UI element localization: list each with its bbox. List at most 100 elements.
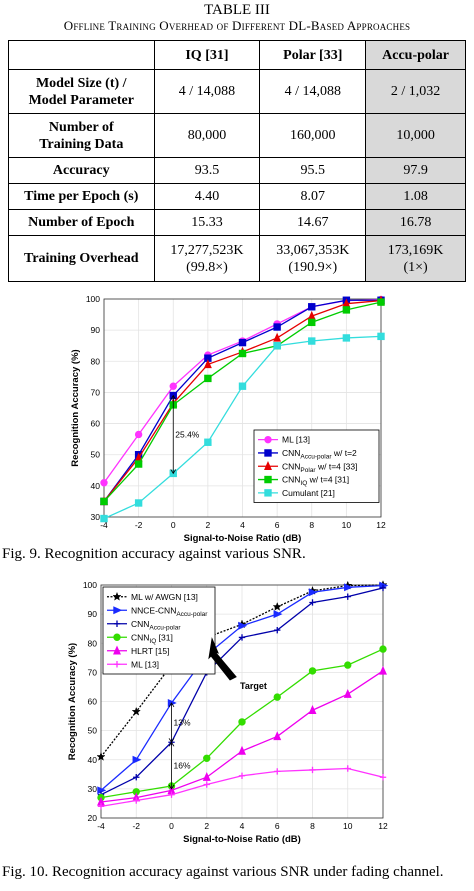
x-tick-label: -2 — [135, 520, 143, 530]
data-point — [202, 771, 211, 781]
x-tick-label: -4 — [100, 520, 108, 530]
series-4 — [100, 298, 385, 506]
row-label-line: Model Parameter — [28, 92, 134, 108]
data-point — [133, 797, 140, 804]
data-point — [96, 751, 106, 761]
legend-swatch-marker — [264, 489, 272, 497]
table-row: Time per Epoch (s) 4.40 8.07 1.08 — [8, 183, 466, 210]
table-cell: 80,000 — [153, 113, 261, 158]
table-cell: 160,000 — [259, 113, 367, 158]
cell-line: (99.8×) — [186, 259, 228, 275]
table-cell: 16.78 — [365, 209, 466, 236]
cell-line: 4 / 14,088 — [178, 84, 236, 99]
cell-line: 1.08 — [403, 189, 428, 204]
data-point — [273, 342, 281, 350]
data-point — [309, 599, 316, 606]
data-point — [342, 306, 351, 314]
y-tick-label: 100 — [83, 580, 97, 590]
annotation-2: 16% — [168, 741, 191, 790]
data-point — [97, 803, 105, 810]
legend-swatch-marker — [264, 461, 272, 470]
x-tick-label: 8 — [310, 821, 315, 831]
y-tick-label: 60 — [91, 419, 101, 429]
table-cell: 17,277,523K (99.8×) — [153, 235, 261, 282]
row-label-line: Training Overhead — [24, 251, 139, 266]
cell-line: (1×) — [403, 259, 428, 275]
data-point — [379, 584, 387, 592]
series-6 — [97, 765, 387, 810]
data-point — [344, 765, 351, 772]
legend-label: Cumulant [21] — [282, 488, 335, 498]
table-cell: 8.07 — [259, 183, 367, 210]
cell-line: 97.9 — [403, 163, 428, 178]
legend-swatch-marker — [113, 606, 123, 615]
x-tick-label: -4 — [97, 821, 105, 831]
data-point — [131, 706, 141, 716]
legend-label: NNCE-CNNAccu-polar — [131, 605, 208, 618]
cell-line: 16.78 — [399, 215, 432, 230]
data-point — [238, 621, 248, 630]
data-point — [238, 634, 246, 641]
y-tick-label: 80 — [88, 638, 98, 648]
data-point — [273, 731, 282, 741]
data-point — [308, 705, 317, 714]
data-point — [203, 754, 211, 762]
data-point — [134, 499, 143, 507]
row-label: Accuracy — [8, 157, 155, 184]
x-tick-label: 2 — [206, 520, 211, 530]
target-arrow — [208, 637, 237, 681]
table-cell: 97.9 — [365, 157, 466, 184]
x-tick-label: 0 — [169, 821, 174, 831]
data-point — [100, 479, 108, 487]
cell-line: 93.5 — [194, 163, 220, 178]
data-point — [100, 497, 108, 506]
cell-line: 4.40 — [194, 189, 220, 204]
cell-line: 10,000 — [396, 128, 435, 143]
data-point — [308, 303, 316, 311]
y-tick-label: 40 — [91, 481, 101, 491]
y-tick-label: 50 — [88, 726, 98, 736]
data-point — [308, 667, 317, 675]
series-5 — [97, 665, 387, 806]
data-point — [377, 298, 385, 306]
row-label: Training Overhead — [8, 235, 155, 282]
data-point — [379, 665, 387, 675]
table-row: Training Overhead 17,277,523K (99.8×) 33,06… — [8, 235, 466, 282]
legend-label: CNNAccu-polar w/ t=2 — [282, 448, 357, 461]
data-point — [344, 583, 353, 592]
legend-swatch-marker — [113, 633, 121, 641]
table-row: Number of Training Data 80,000 160,000 10,00… — [8, 113, 466, 158]
x-tick-label: 12 — [376, 520, 386, 530]
data-point — [238, 338, 247, 347]
data-point — [273, 332, 282, 342]
row-label-line: Number of — [48, 119, 114, 135]
y-tick-label: 30 — [91, 512, 101, 522]
plot-frame — [100, 584, 384, 819]
x-tick-label: 4 — [240, 520, 245, 530]
data-point — [238, 718, 246, 726]
fig9-chart: -4 -2 0 2 4 6 8 10 12 30 40 50 60 70 80 90 100 Signal-to-… — [70, 294, 386, 544]
data-point — [273, 693, 281, 701]
row-label-line: Accuracy — [52, 163, 110, 178]
x-axis-label: Signal-to-Noise Ratio (dB) — [183, 834, 301, 845]
tick-labels: -4 -2 0 2 4 6 8 10 12 30 40 50 60 70 80 90 100 — [86, 294, 386, 530]
row-label-line: Time per Epoch (s) — [24, 189, 139, 204]
data-point — [132, 755, 142, 764]
y-axis-label: Recognition Accuracy (%) — [67, 643, 78, 760]
data-point — [238, 745, 246, 755]
legend-label: ML [13] — [282, 435, 310, 445]
legend-swatch-marker — [113, 620, 121, 627]
data-point — [204, 374, 212, 383]
legend-swatch-marker — [112, 591, 122, 601]
cell-line: 33,067,353K — [276, 242, 350, 258]
cell-line: 4 / 14,088 — [284, 84, 341, 99]
data-point — [274, 768, 281, 775]
header-iq: IQ [31] — [153, 40, 261, 70]
cell-line: 95.5 — [300, 163, 326, 178]
legend-label: CNNIQ [31] — [131, 632, 173, 645]
data-point — [308, 337, 316, 345]
y-axis-label: Recognition Accuracy (%) — [70, 349, 81, 466]
data-point — [342, 334, 351, 342]
x-tick-label: 6 — [275, 520, 280, 530]
